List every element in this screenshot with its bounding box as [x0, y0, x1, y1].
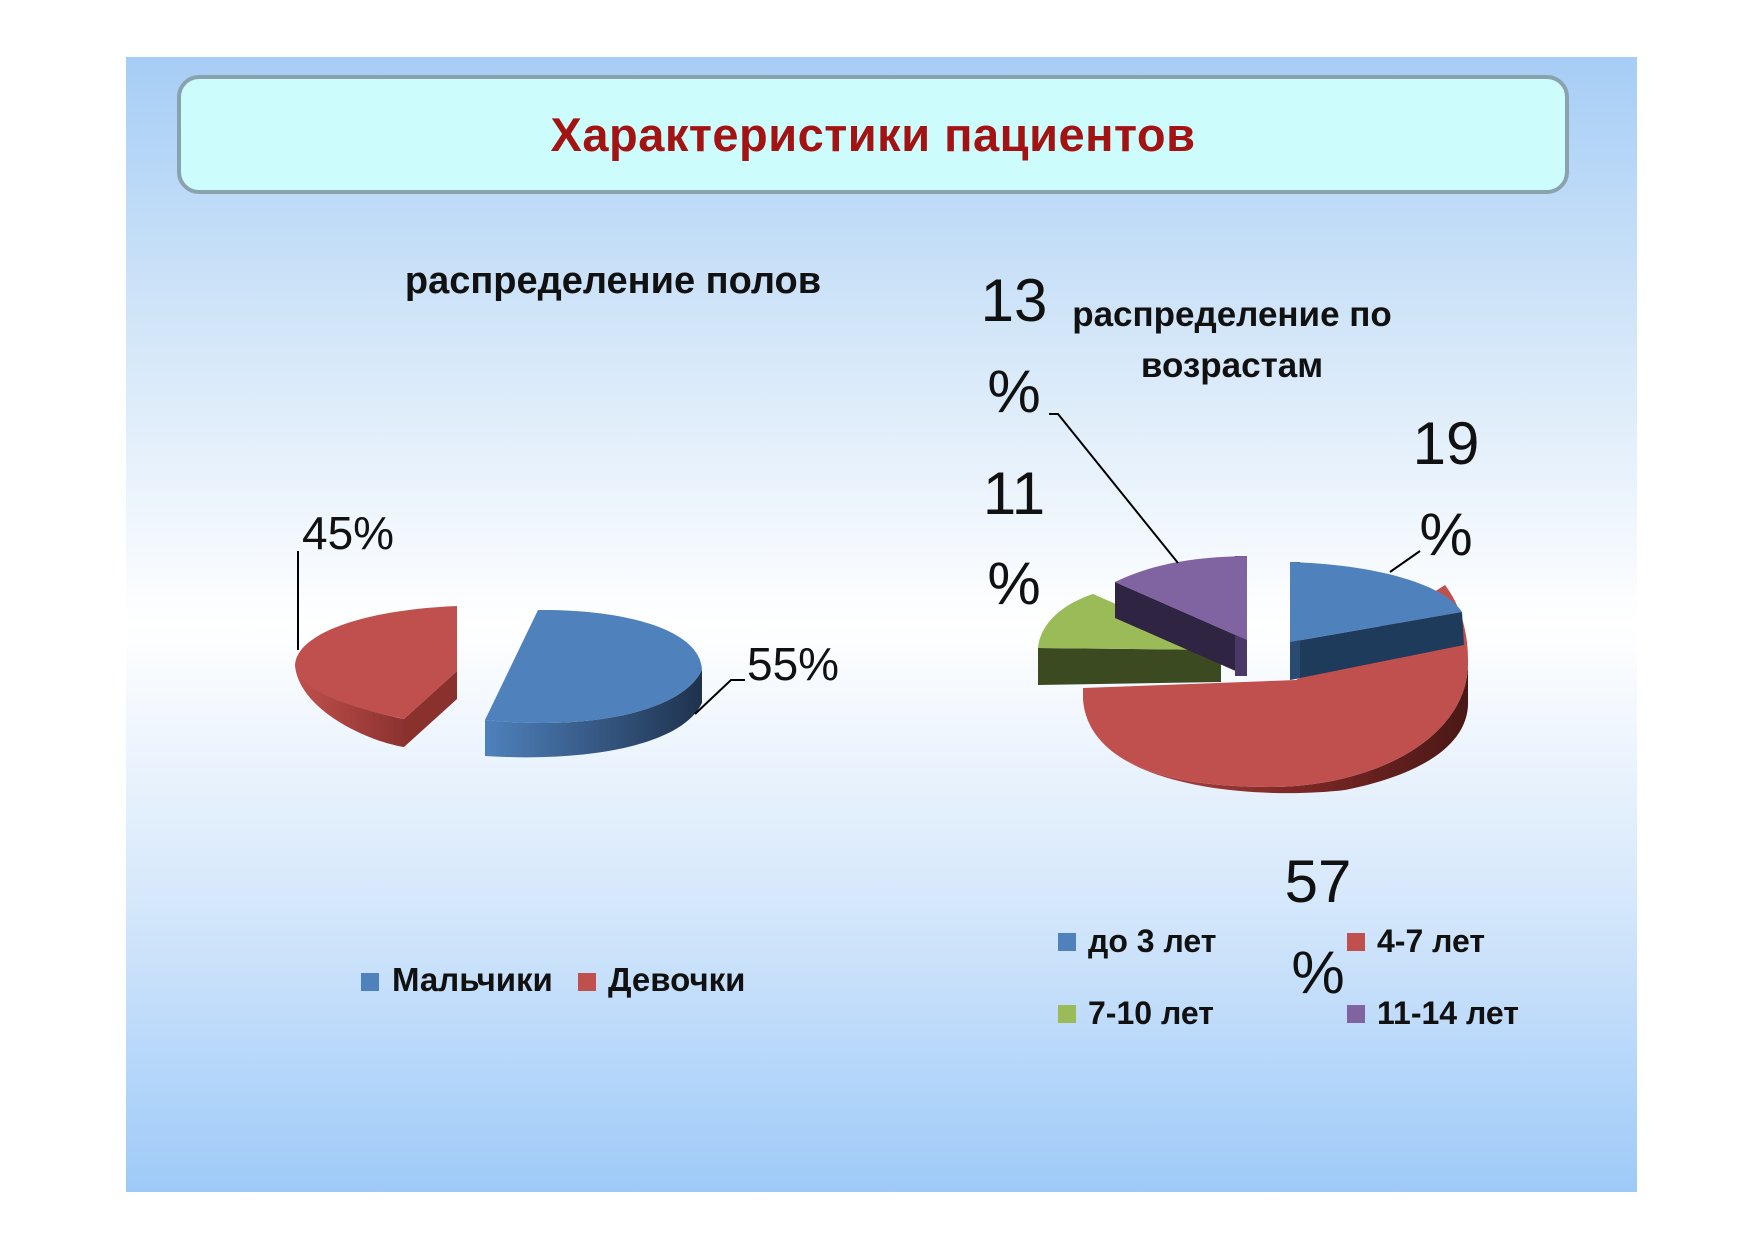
age-chart-title-line2: возрастам	[1141, 346, 1323, 385]
legend-swatch-malchiki	[361, 973, 379, 991]
age-chart-title-line1: распределение по	[1072, 295, 1392, 334]
data-label-11-value: 11	[983, 460, 1045, 527]
slice-7-10-side	[1038, 648, 1221, 685]
legend-label-devochki: Девочки	[608, 961, 745, 998]
leader-line-55	[694, 679, 745, 715]
legend-label-do-3: до 3 лет	[1088, 923, 1216, 959]
legend-swatch-11-14	[1347, 1005, 1365, 1023]
slice-devochki-side-dark	[404, 671, 457, 747]
pie-slice-malchiki	[485, 609, 702, 758]
legend-swatch-7-10	[1058, 1005, 1076, 1023]
legend-label-11-14: 11-14 лет	[1377, 995, 1519, 1031]
legend-swatch-devochki	[578, 973, 596, 991]
slice-do-3-top	[1290, 562, 1462, 642]
slice-do-3-side	[1290, 612, 1464, 680]
slice-devochki-side	[295, 666, 404, 747]
pie-slice-11-14	[1115, 556, 1247, 676]
slice-11-14-side	[1115, 582, 1247, 676]
slice-devochki-top	[295, 606, 457, 719]
pie-slice-devochki	[295, 606, 457, 747]
gender-legend: Мальчики Девочки	[361, 961, 745, 998]
legend-label-malchiki: Мальчики	[392, 961, 553, 998]
legend-label-4-7: 4-7 лет	[1377, 923, 1485, 959]
data-label-malchiki: 55%	[747, 638, 839, 690]
data-label-11-unit: %	[987, 550, 1040, 617]
gender-chart-title: распределение полов	[405, 260, 821, 302]
slide-title: Характеристики пациентов	[550, 108, 1196, 161]
data-label-13-value: 13	[981, 267, 1048, 334]
slice-11-14-top	[1115, 556, 1247, 640]
legend-label-7-10: 7-10 лет	[1088, 995, 1214, 1031]
slice-malchiki-top	[485, 609, 702, 723]
data-label-57-value: 57	[1285, 848, 1352, 915]
data-label-57-unit: %	[1291, 939, 1344, 1006]
leader-line-13	[1049, 413, 1179, 564]
age-pie-chart: распределение по возрастам 13 %	[981, 267, 1519, 1031]
gender-pie-chart: распределение полов 45% 55% Мальчики Дев…	[295, 260, 839, 998]
legend-swatch-4-7	[1347, 933, 1365, 951]
pie-slice-do-3	[1290, 562, 1464, 680]
data-label-19-value: 19	[1413, 410, 1480, 477]
leader-line-19	[1389, 550, 1421, 573]
slice-malchiki-side	[485, 670, 702, 758]
age-legend: до 3 лет 4-7 лет 7-10 лет 11-14 лет	[1058, 923, 1519, 1031]
data-label-devochki: 45%	[302, 507, 394, 559]
legend-swatch-do-3	[1058, 933, 1076, 951]
title-box: Характеристики пациентов	[177, 75, 1569, 194]
data-label-13-unit: %	[987, 358, 1040, 425]
data-label-19-unit: %	[1419, 501, 1472, 568]
